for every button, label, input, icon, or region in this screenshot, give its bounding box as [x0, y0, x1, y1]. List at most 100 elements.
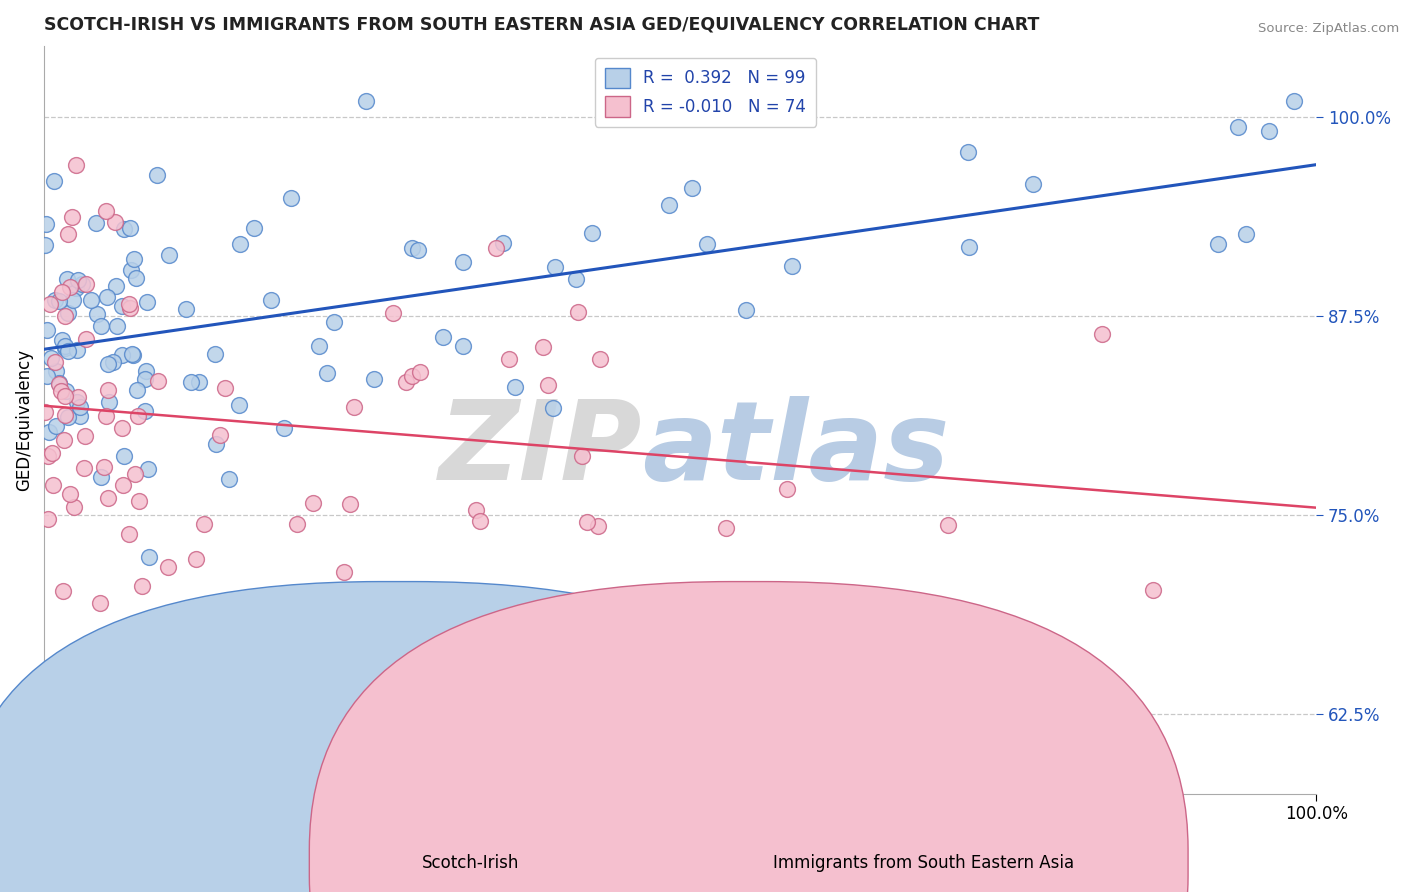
- Text: atlas: atlas: [643, 396, 949, 503]
- Point: [146, 375, 169, 389]
- Point: [214, 381, 236, 395]
- Point: [409, 365, 432, 379]
- Point: [125, 271, 148, 285]
- Point: [37, 450, 59, 464]
- Point: [280, 191, 302, 205]
- Point: [273, 420, 295, 434]
- Point: [681, 181, 703, 195]
- Point: [48, 293, 70, 308]
- Point: [69, 409, 91, 423]
- Point: [780, 259, 803, 273]
- Point: [1257, 124, 1279, 138]
- Point: [696, 236, 718, 251]
- Point: [59, 279, 82, 293]
- Point: [112, 449, 135, 463]
- Point: [228, 237, 250, 252]
- Point: [531, 340, 554, 354]
- Point: [105, 319, 128, 334]
- Point: [465, 503, 488, 517]
- Point: [957, 240, 980, 254]
- Point: [127, 384, 149, 398]
- Point: [51, 384, 73, 399]
- Point: [541, 401, 564, 415]
- Point: [734, 302, 756, 317]
- Text: Scotch-Irish: Scotch-Irish: [422, 854, 519, 871]
- Point: [96, 384, 118, 398]
- Point: [406, 244, 429, 258]
- Point: [122, 252, 145, 266]
- Point: [451, 339, 474, 353]
- Point: [124, 467, 146, 482]
- Point: [363, 371, 385, 385]
- Point: [544, 260, 567, 275]
- Point: [70, 277, 93, 292]
- Point: [157, 248, 180, 262]
- Point: [576, 515, 599, 529]
- Point: [186, 552, 208, 566]
- Point: [44, 355, 66, 369]
- Point: [93, 459, 115, 474]
- Point: [308, 339, 330, 353]
- Point: [60, 211, 83, 225]
- Point: [188, 375, 211, 389]
- Point: [127, 409, 149, 423]
- Point: [90, 470, 112, 484]
- Point: [395, 375, 418, 389]
- Point: [75, 277, 97, 291]
- Point: [498, 351, 520, 366]
- Point: [243, 220, 266, 235]
- Point: [118, 301, 141, 315]
- Point: [97, 357, 120, 371]
- Point: [956, 145, 979, 160]
- Point: [35, 323, 58, 337]
- Point: [343, 400, 366, 414]
- Point: [285, 516, 308, 531]
- Point: [432, 329, 454, 343]
- Point: [134, 372, 156, 386]
- Point: [1142, 583, 1164, 598]
- Point: [176, 302, 198, 317]
- Point: [193, 517, 215, 532]
- Point: [56, 343, 79, 358]
- Point: [51, 285, 73, 299]
- Point: [121, 348, 143, 362]
- Point: [401, 368, 423, 383]
- Point: [131, 579, 153, 593]
- Point: [138, 549, 160, 564]
- Point: [53, 339, 76, 353]
- Text: SCOTCH-IRISH VS IMMIGRANTS FROM SOUTH EASTERN ASIA GED/EQUIVALENCY CORRELATION C: SCOTCH-IRISH VS IMMIGRANTS FROM SOUTH EA…: [44, 15, 1039, 33]
- Point: [65, 343, 87, 357]
- Point: [53, 310, 76, 324]
- Point: [65, 281, 87, 295]
- Point: [111, 420, 134, 434]
- Point: [134, 404, 156, 418]
- Point: [716, 521, 738, 535]
- Point: [112, 478, 135, 492]
- Point: [48, 376, 70, 390]
- Point: [301, 496, 323, 510]
- Point: [55, 384, 77, 398]
- Point: [146, 168, 169, 182]
- Point: [56, 306, 79, 320]
- Point: [56, 409, 79, 424]
- Point: [470, 514, 492, 528]
- Point: [1091, 327, 1114, 342]
- Point: [316, 366, 339, 380]
- Point: [80, 293, 103, 307]
- Point: [45, 419, 67, 434]
- Point: [135, 364, 157, 378]
- Text: ZIP: ZIP: [439, 396, 643, 503]
- Point: [75, 332, 97, 346]
- Point: [1282, 95, 1305, 109]
- Point: [1022, 177, 1045, 191]
- Point: [96, 409, 118, 424]
- Point: [35, 218, 58, 232]
- Point: [451, 255, 474, 269]
- Point: [41, 446, 63, 460]
- Point: [218, 472, 240, 486]
- Point: [204, 347, 226, 361]
- Point: [120, 220, 142, 235]
- Text: Source: ZipAtlas.com: Source: ZipAtlas.com: [1258, 22, 1399, 36]
- Point: [69, 400, 91, 414]
- Point: [121, 347, 143, 361]
